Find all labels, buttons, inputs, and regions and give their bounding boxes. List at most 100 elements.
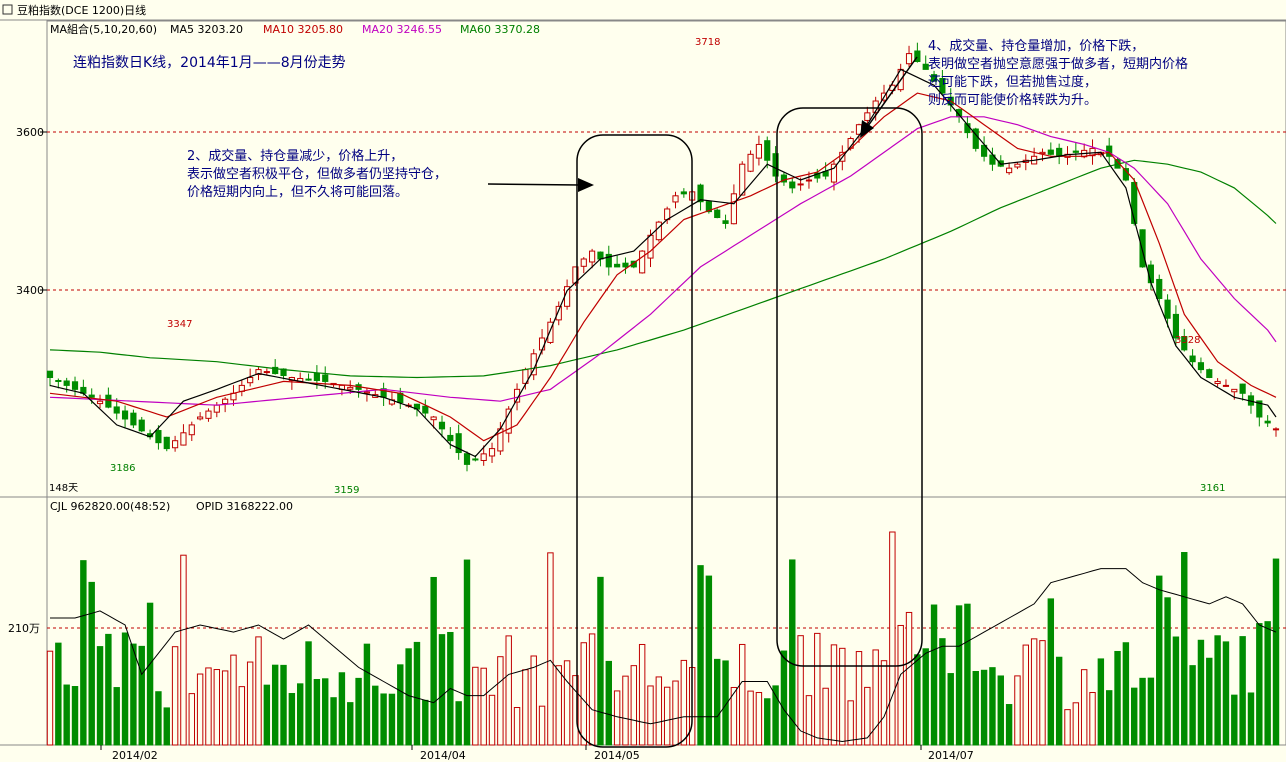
candle-body xyxy=(455,433,462,454)
arrow-2 xyxy=(487,178,594,192)
volume-bar xyxy=(638,643,646,746)
volume-bar xyxy=(1055,656,1063,746)
open-interest-line xyxy=(50,568,1277,743)
candle-body xyxy=(1272,428,1280,431)
candle-body xyxy=(422,405,429,414)
candle-body xyxy=(121,410,129,420)
candle-body xyxy=(697,184,704,203)
candlestick xyxy=(739,161,746,196)
volume-bar xyxy=(1122,642,1130,746)
candle-body xyxy=(1214,380,1221,384)
candle-body xyxy=(71,381,79,390)
volume-bar xyxy=(513,707,521,746)
volume-bar xyxy=(1005,704,1013,746)
candlestick xyxy=(463,451,471,472)
volume-bar xyxy=(572,675,579,746)
volume-bar xyxy=(155,691,162,746)
candle-body xyxy=(172,440,179,449)
volume-bar xyxy=(1105,690,1113,746)
volume-bar xyxy=(1080,669,1088,746)
volume-bar xyxy=(430,576,437,746)
candlestick xyxy=(55,378,62,389)
volume-bar xyxy=(472,666,479,746)
volume-bar xyxy=(655,676,663,746)
volume-bar xyxy=(647,685,654,746)
candle-body xyxy=(905,53,913,65)
volume-bar xyxy=(238,686,246,746)
volume-bar xyxy=(772,685,779,746)
volume-bar xyxy=(296,683,304,746)
candle-body xyxy=(981,144,988,157)
candlestick xyxy=(130,409,137,429)
candle-body xyxy=(1222,384,1230,387)
candlestick xyxy=(705,200,712,214)
candle-body xyxy=(672,195,679,203)
candlestick xyxy=(780,171,788,186)
volume-bar xyxy=(63,684,70,746)
candlestick xyxy=(155,425,162,450)
volume-bar xyxy=(997,675,1004,746)
candlestick xyxy=(1239,383,1246,401)
volume-bar xyxy=(196,673,204,746)
candlestick xyxy=(922,55,929,70)
volume-bar xyxy=(180,554,187,746)
volume-bar xyxy=(930,604,938,746)
candle-body xyxy=(222,398,229,405)
candlestick xyxy=(764,136,771,169)
volume-bar xyxy=(522,669,529,746)
candle-body xyxy=(438,421,446,430)
candle-body xyxy=(1206,369,1213,379)
volume-bar xyxy=(789,559,796,746)
candle-body xyxy=(614,263,621,268)
volume-bar xyxy=(1231,694,1238,746)
annotation-2-line-3: 价格短期内向上，但不久将可能回落。 xyxy=(187,184,408,200)
candle-body xyxy=(488,448,496,457)
volume-bar xyxy=(588,633,596,746)
candlestick xyxy=(438,415,446,438)
window-title: 豆粕指数(DCE 1200)日线 xyxy=(17,3,146,17)
volume-bar xyxy=(547,552,554,746)
candlestick xyxy=(188,421,195,442)
candle-body xyxy=(1181,336,1188,351)
candlestick xyxy=(488,442,496,463)
candlestick xyxy=(589,248,596,269)
candle-body xyxy=(555,305,562,321)
price-gridlines xyxy=(40,131,1286,291)
candle-body xyxy=(130,412,137,426)
candlestick xyxy=(505,406,512,443)
volume-bar xyxy=(338,672,346,746)
candlestick xyxy=(455,424,462,460)
candle-body xyxy=(1006,167,1013,174)
volume-bar xyxy=(138,645,145,746)
candle-body xyxy=(255,369,262,376)
candle-body xyxy=(939,78,946,94)
candlestick xyxy=(1047,142,1054,156)
candle-body xyxy=(730,193,737,225)
volume-bar xyxy=(372,685,379,746)
arrow-4-head xyxy=(860,120,874,138)
volume-bar xyxy=(714,658,721,746)
volume-bar xyxy=(672,680,679,746)
candle-body xyxy=(1164,299,1171,319)
candle-body xyxy=(1047,149,1054,155)
volume-bar xyxy=(1164,597,1171,746)
candle-body xyxy=(113,406,120,414)
candlestick xyxy=(714,208,721,219)
volume-bar xyxy=(397,664,404,746)
candlestick xyxy=(197,412,204,421)
volume-bar xyxy=(1022,644,1030,746)
volume-bar xyxy=(113,687,120,746)
candle-body xyxy=(705,201,712,213)
candlestick xyxy=(1264,415,1271,427)
volume-bar xyxy=(538,705,546,746)
candlestick xyxy=(1181,328,1188,352)
candle-body xyxy=(96,400,104,405)
candlestick xyxy=(981,136,988,162)
candle-body xyxy=(463,453,471,465)
volume-legend-cjl: CJL 962820.00(48:52) xyxy=(50,500,170,513)
candle-body xyxy=(630,260,637,268)
volume-bar xyxy=(822,687,829,746)
candle-body xyxy=(1039,151,1046,155)
candlestick xyxy=(1222,379,1230,387)
